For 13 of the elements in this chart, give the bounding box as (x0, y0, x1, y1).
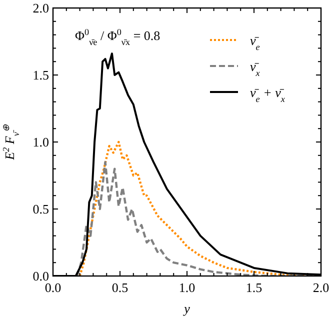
y-tick-label: 1.0 (32, 134, 49, 150)
x-tick-label: 1.0 (178, 280, 196, 295)
y-tick-label: 0.5 (32, 202, 49, 216)
x-tick-label: 0.5 (112, 280, 128, 295)
x-tick-label: 2.0 (312, 280, 330, 295)
annotation: Φ$^{0}$$_{ν̄e}$ / Φ$^{0}$$_{ν̄x}$ = 0.8 (75, 27, 160, 47)
y-tick-label: 1.5 (32, 68, 49, 82)
legend-label: ν̄$_{e}$ + ν̄$_{x}$ (250, 85, 285, 104)
legend-label: ν̄$_{x}$ (250, 59, 260, 78)
x-tick-label: 1.5 (246, 280, 262, 295)
legend-label: ν̄$_{e}$ (250, 33, 260, 52)
x-axis-title: y (182, 301, 190, 316)
y-tick-label: 2.0 (32, 0, 49, 16)
